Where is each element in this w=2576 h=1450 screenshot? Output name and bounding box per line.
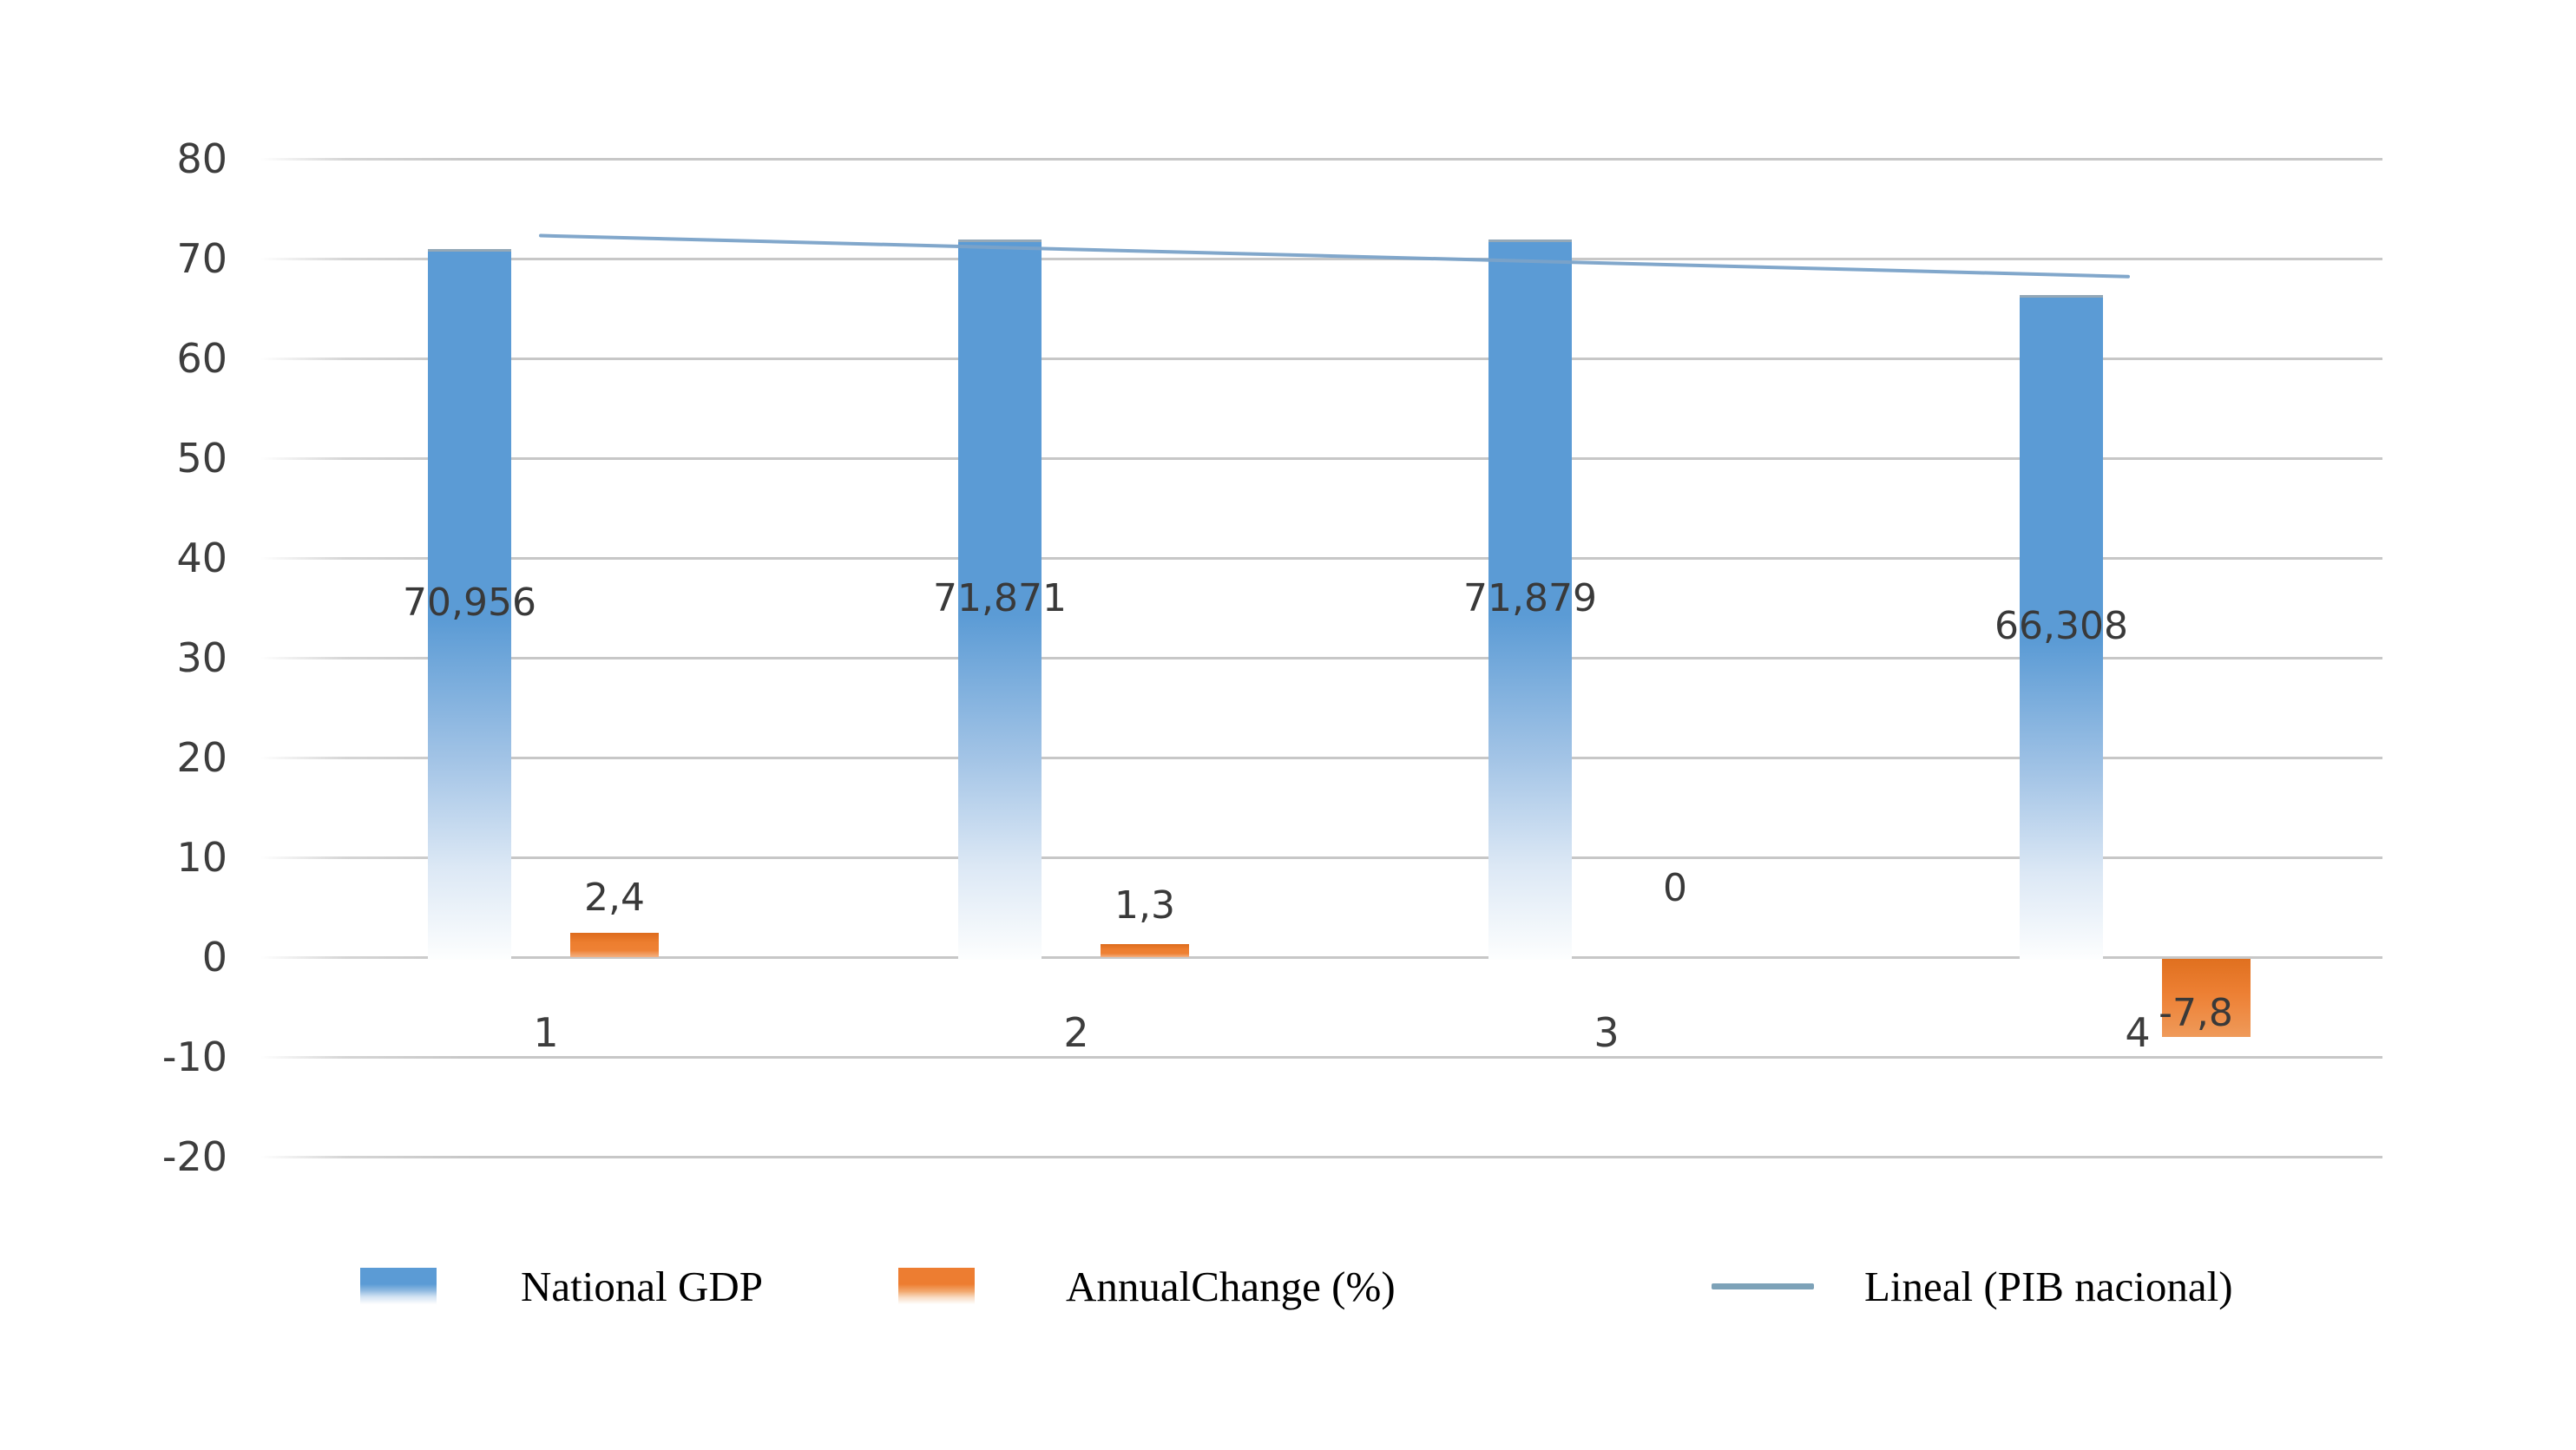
value-label-annual-change-2: 1,3 bbox=[1114, 883, 1175, 928]
legend-swatch-national-gdp-icon bbox=[360, 1268, 437, 1304]
bar-annual-change-1 bbox=[570, 933, 659, 957]
legend-item-annual-change: AnnualChange (%) bbox=[898, 1252, 1396, 1320]
x-category-label-2: 2 bbox=[1063, 1009, 1089, 1056]
legend-swatch-trendline-icon bbox=[1712, 1283, 1814, 1289]
gridline-30 bbox=[260, 657, 2382, 659]
y-tick-label-30: 30 bbox=[176, 634, 227, 681]
trendline bbox=[539, 233, 2130, 279]
bar-annual-change-2 bbox=[1101, 944, 1189, 957]
value-label-national-gdp-4: 66,308 bbox=[1994, 603, 2128, 648]
y-tick-label--20: -20 bbox=[161, 1133, 227, 1180]
gridline-60 bbox=[260, 358, 2382, 360]
bar-national-gdp-3 bbox=[1488, 239, 1572, 960]
gridline-40 bbox=[260, 557, 2382, 560]
gridline-0 bbox=[260, 956, 2382, 959]
bar-annual-change-4 bbox=[2162, 959, 2251, 1037]
bar-national-gdp-4 bbox=[2020, 295, 2103, 960]
gridline--10 bbox=[260, 1056, 2382, 1059]
y-tick-label--10: -10 bbox=[161, 1033, 227, 1080]
gridline-10 bbox=[260, 856, 2382, 859]
y-tick-label-0: 0 bbox=[201, 934, 227, 981]
y-tick-label-10: 10 bbox=[176, 834, 227, 881]
x-category-label-3: 3 bbox=[1594, 1009, 1620, 1056]
value-label-national-gdp-1: 70,956 bbox=[403, 581, 536, 625]
legend-item-national-gdp: National GDP bbox=[360, 1252, 763, 1320]
y-tick-label-20: 20 bbox=[176, 734, 227, 781]
x-category-label-4: 4 bbox=[2125, 1009, 2151, 1056]
value-label-national-gdp-3: 71,879 bbox=[1463, 575, 1597, 620]
y-tick-label-80: 80 bbox=[176, 135, 227, 182]
legend-item-trendline: Lineal (PIB nacional) bbox=[1712, 1252, 2233, 1320]
legend-label-annual-change: AnnualChange (%) bbox=[1066, 1262, 1396, 1310]
y-tick-label-50: 50 bbox=[176, 435, 227, 482]
bar-national-gdp-2 bbox=[958, 239, 1042, 960]
x-category-label-1: 1 bbox=[533, 1009, 559, 1056]
value-label-national-gdp-2: 71,871 bbox=[933, 575, 1067, 620]
gridline-50 bbox=[260, 457, 2382, 460]
gridline--20 bbox=[260, 1156, 2382, 1158]
gridline-80 bbox=[260, 158, 2382, 161]
gridline-20 bbox=[260, 757, 2382, 759]
bar-national-gdp-1 bbox=[428, 249, 511, 960]
gridline-70 bbox=[260, 258, 2382, 260]
y-tick-label-60: 60 bbox=[176, 335, 227, 382]
value-label-annual-change-4: -7,8 bbox=[2159, 991, 2233, 1035]
legend-label-trendline: Lineal (PIB nacional) bbox=[1864, 1262, 2233, 1310]
value-label-annual-change-3: 0 bbox=[1663, 866, 1687, 910]
value-label-annual-change-1: 2,4 bbox=[584, 876, 645, 920]
y-tick-label-70: 70 bbox=[176, 235, 227, 282]
y-tick-label-40: 40 bbox=[176, 535, 227, 581]
legend-swatch-annual-change-icon bbox=[898, 1268, 975, 1304]
legend-label-national-gdp: National GDP bbox=[521, 1262, 763, 1310]
